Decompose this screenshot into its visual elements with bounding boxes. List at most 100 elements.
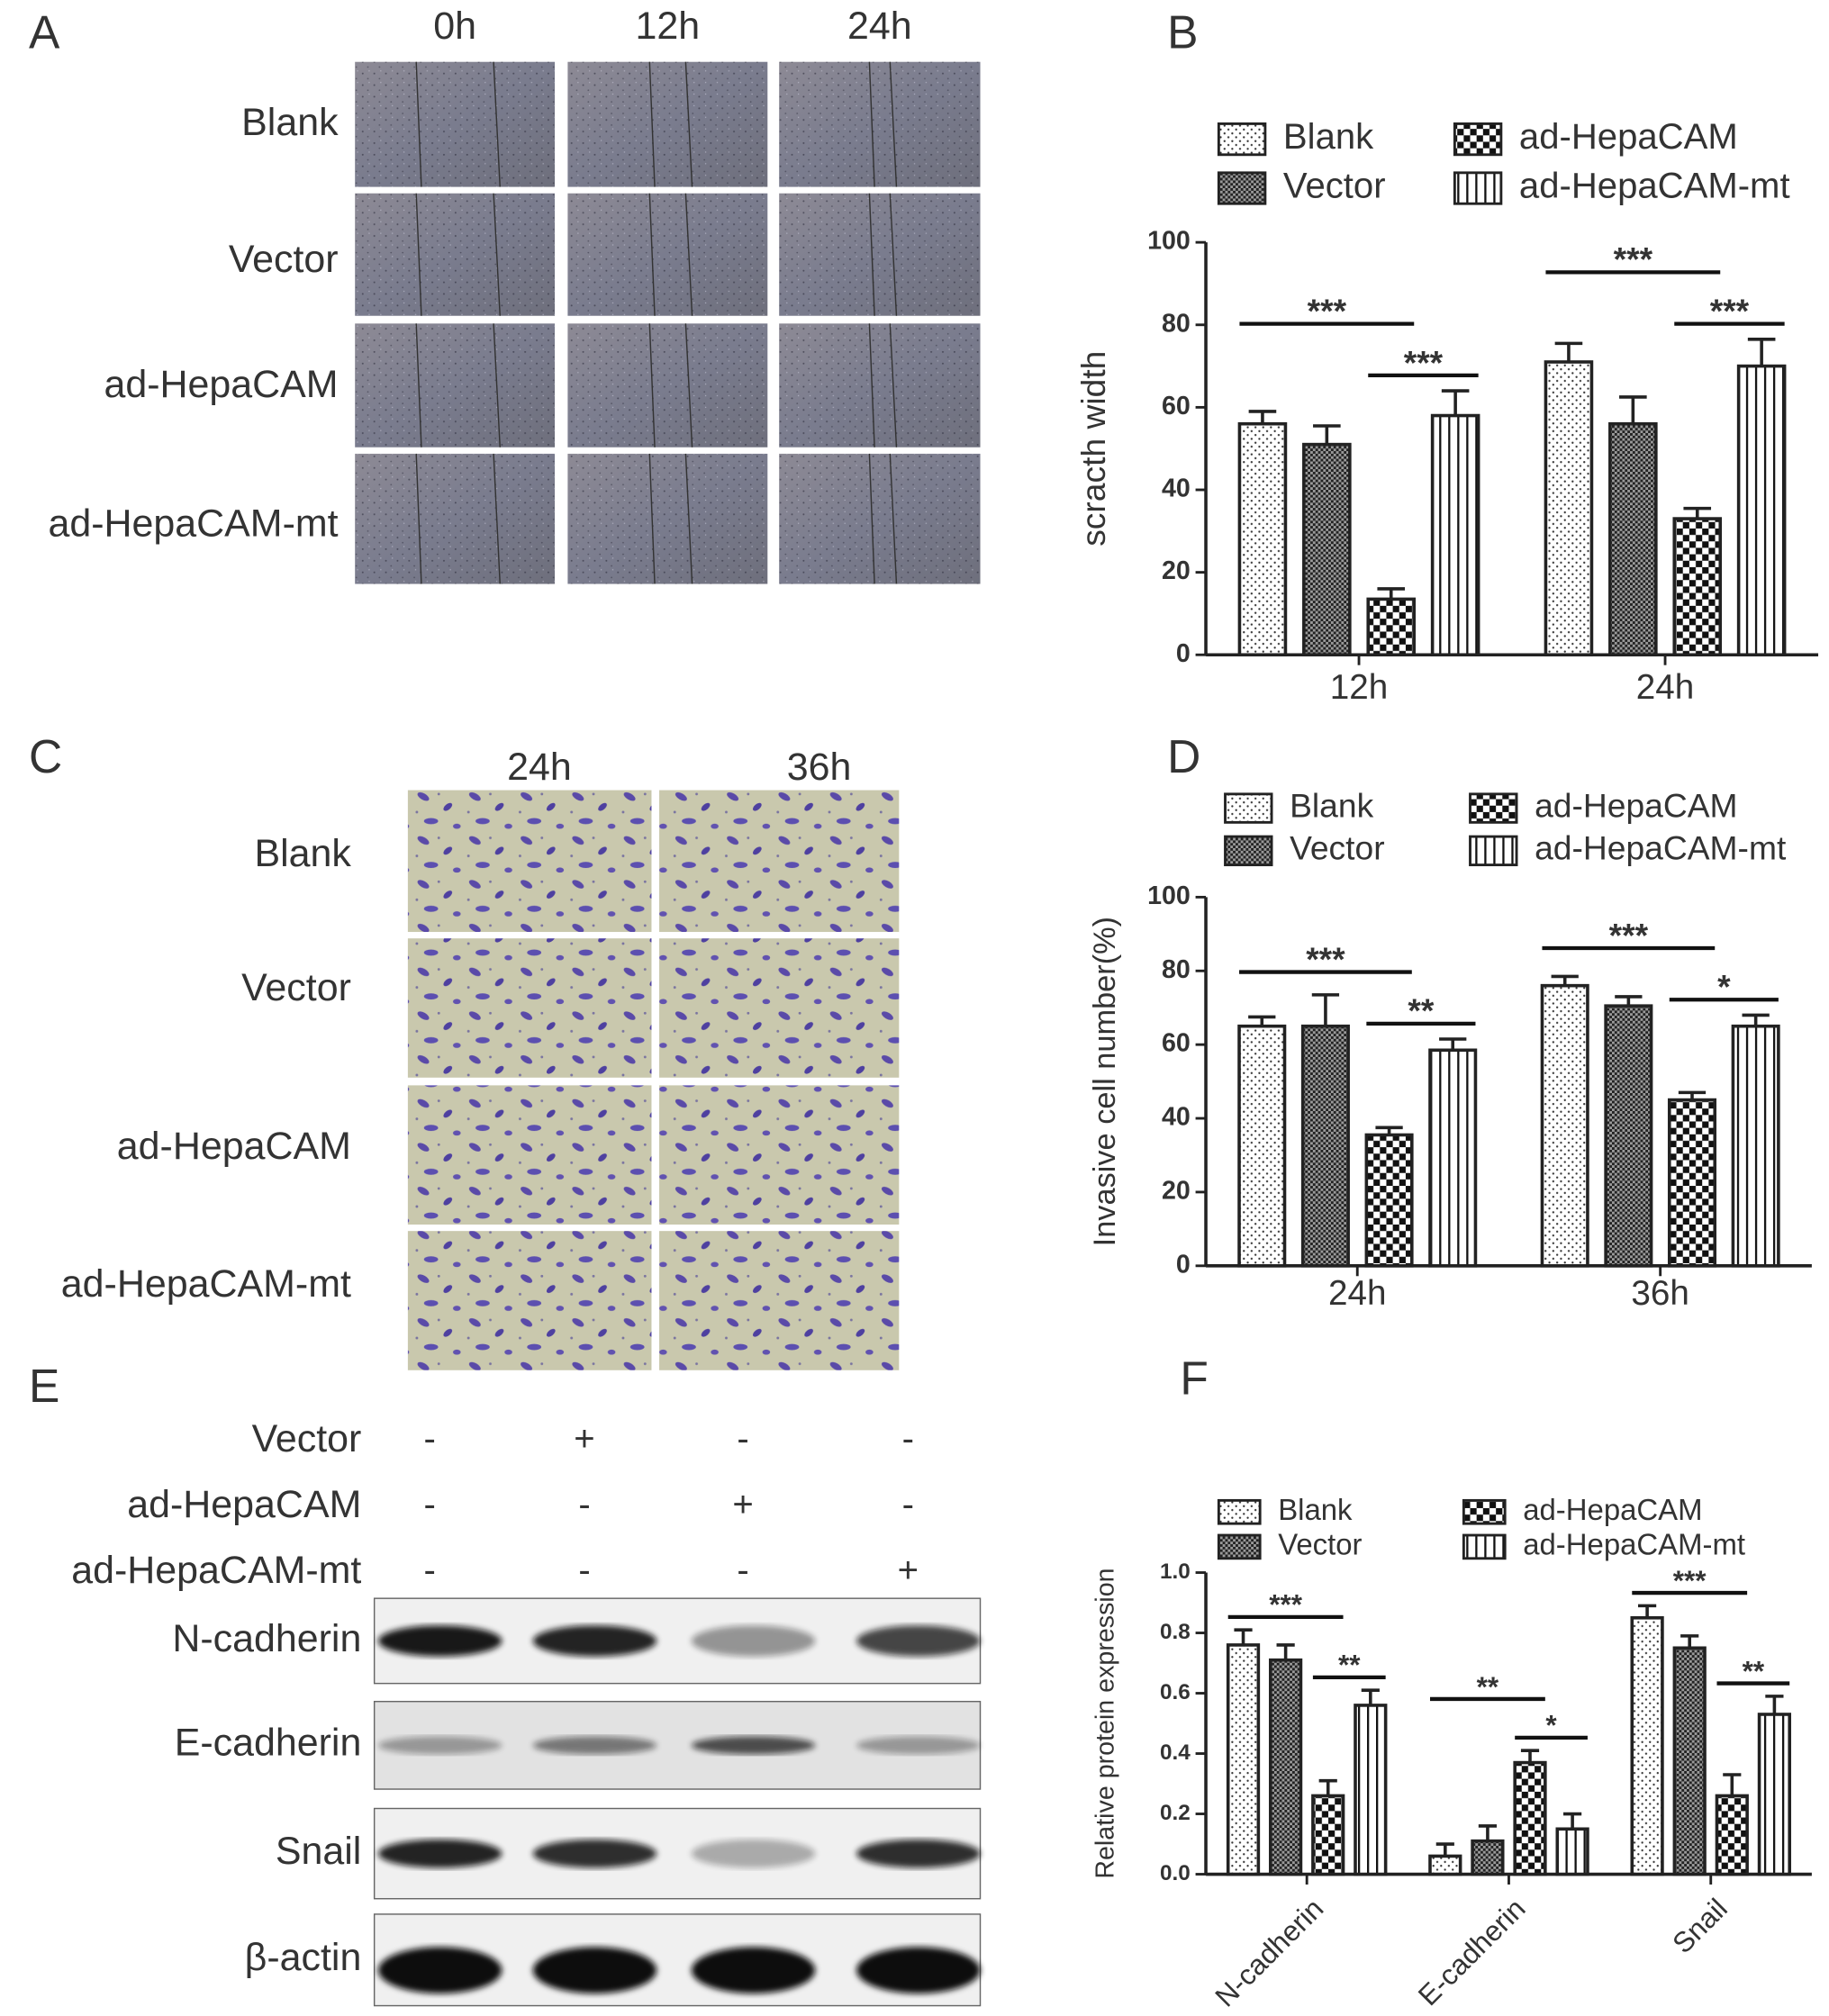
- condition-sign: -: [902, 1419, 914, 1459]
- blot-band: [856, 1839, 981, 1868]
- scratch-edge: [648, 453, 656, 584]
- micrograph: [659, 1231, 900, 1370]
- micrograph-texture: [567, 61, 768, 187]
- legend-label: Vector: [1290, 829, 1385, 867]
- bar: [1311, 1794, 1345, 1876]
- micrograph: [659, 790, 900, 933]
- row-label: Blank: [254, 832, 351, 875]
- condition-sign: -: [424, 1419, 436, 1459]
- y-tick-label: 60: [1162, 1029, 1191, 1058]
- row-label: Blank: [241, 101, 339, 144]
- bar: [1302, 442, 1352, 657]
- micrograph-texture: [567, 453, 768, 584]
- micrograph-texture: [567, 323, 768, 447]
- legend-swatch: [1462, 1498, 1507, 1525]
- bar: [1544, 360, 1594, 657]
- condition-sign: -: [424, 1485, 436, 1524]
- x-tick-label: 24h: [1636, 668, 1694, 707]
- micrograph-texture: [355, 323, 556, 447]
- y-tick-label: 60: [1162, 392, 1191, 420]
- micrograph-texture: [779, 193, 981, 316]
- micrograph-texture: [355, 61, 556, 187]
- scratch-edge: [868, 193, 875, 316]
- y-tick-label: 0.8: [1160, 1620, 1191, 1644]
- micrograph-texture: [779, 61, 981, 187]
- scratch-edge: [868, 61, 875, 187]
- scratch-edge: [868, 453, 875, 584]
- y-tick-label: 40: [1162, 475, 1191, 503]
- bar: [1430, 413, 1480, 657]
- blot-band: [532, 1839, 657, 1868]
- condition-sign: -: [737, 1550, 748, 1590]
- condition-sign: -: [902, 1485, 914, 1524]
- blot-band: [377, 1625, 503, 1657]
- scratch-edge: [648, 193, 656, 316]
- row-label: ad-HepaCAM: [104, 363, 338, 406]
- condition-sign: +: [898, 1550, 919, 1590]
- panel-label: A: [29, 6, 60, 59]
- bar: [1471, 1839, 1505, 1876]
- y-tick-label: 20: [1162, 556, 1191, 585]
- scratch-edge: [889, 193, 898, 316]
- y-axis-label: Invasive cell number(%): [1088, 917, 1122, 1246]
- legend-label: ad-HepaCAM: [1523, 1493, 1702, 1526]
- scratch-edge: [684, 193, 693, 316]
- significance-label: ***: [1306, 940, 1345, 978]
- condition-sign: +: [574, 1419, 594, 1459]
- column-label: 36h: [787, 746, 852, 789]
- scratch-edge: [415, 193, 422, 316]
- scratch-edge: [493, 193, 501, 316]
- significance-label: *: [1545, 1709, 1557, 1741]
- bar: [1731, 1024, 1780, 1268]
- row-label: Vector: [229, 238, 339, 281]
- legend-label: Blank: [1290, 786, 1373, 824]
- bar: [1715, 1794, 1749, 1876]
- micrograph: [407, 1085, 652, 1225]
- micrograph-texture: [355, 193, 556, 316]
- condition-label: ad-HepaCAM: [127, 1483, 361, 1526]
- x-tick-label: E-cadherin: [1411, 1892, 1531, 2011]
- significance-label: **: [1408, 991, 1434, 1029]
- scratch-edge: [868, 323, 875, 447]
- legend-swatch: [1224, 792, 1273, 824]
- significance-label: ***: [1673, 1564, 1707, 1596]
- scratch-edge: [415, 61, 422, 187]
- legend-swatch: [1217, 122, 1267, 157]
- bar: [1226, 1643, 1261, 1876]
- micrograph: [407, 790, 652, 933]
- bar: [1428, 1048, 1478, 1268]
- blot-label: E-cadherin: [175, 1722, 362, 1765]
- scratch-edge: [415, 323, 422, 447]
- significance-label: **: [1743, 1654, 1765, 1686]
- y-tick-label: 0: [1176, 1250, 1191, 1279]
- y-tick-label: 0: [1176, 639, 1191, 668]
- blot-band: [532, 1947, 657, 1993]
- micrograph: [659, 1085, 900, 1225]
- y-tick-label: 100: [1147, 881, 1191, 910]
- significance-label: **: [1338, 1649, 1361, 1681]
- x-tick-label: 12h: [1330, 668, 1388, 707]
- row-label: Vector: [241, 966, 351, 1009]
- column-label: 12h: [636, 5, 701, 48]
- blot-band: [691, 1839, 816, 1868]
- blot-band: [377, 1947, 503, 1993]
- condition-sign: -: [578, 1550, 590, 1590]
- y-tick-label: 0.2: [1160, 1801, 1191, 1825]
- micrograph-texture: [779, 453, 981, 584]
- micrograph: [407, 938, 652, 1078]
- bar: [1428, 1854, 1462, 1876]
- scratch-edge: [889, 61, 898, 187]
- legend-label: ad-HepaCAM-mt: [1523, 1528, 1745, 1561]
- legend-swatch: [1224, 835, 1273, 867]
- scratch-edge: [684, 61, 693, 187]
- bar: [1736, 364, 1787, 657]
- legend-swatch: [1453, 122, 1503, 157]
- row-label: ad-HepaCAM-mt: [48, 502, 338, 545]
- scratch-edge: [889, 323, 898, 447]
- legend-label: ad-HepaCAM: [1519, 117, 1738, 157]
- panel-label: D: [1167, 730, 1200, 782]
- legend-label: ad-HepaCAM-mt: [1535, 829, 1787, 867]
- column-label: 24h: [507, 746, 572, 789]
- y-axis-label: scracth width: [1074, 351, 1112, 547]
- bar: [1672, 1646, 1707, 1876]
